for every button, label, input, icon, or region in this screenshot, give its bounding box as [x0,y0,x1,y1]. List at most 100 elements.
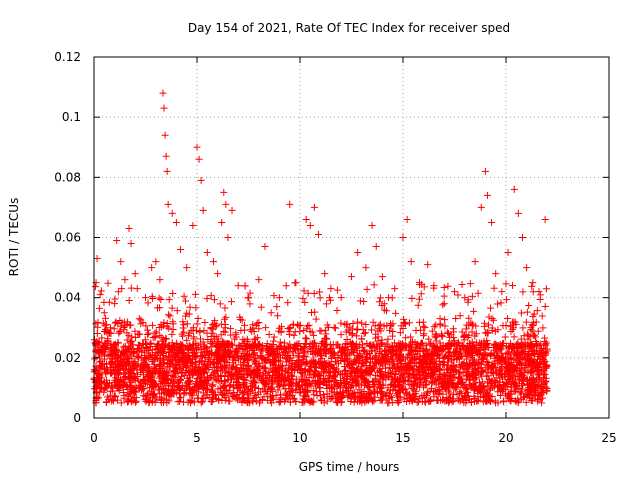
data-point [155,383,163,391]
data-point [487,350,495,358]
data-point [310,203,318,211]
data-point [234,379,242,387]
data-point [222,200,230,208]
data-point [148,264,156,272]
data-point [316,288,324,296]
data-point [316,359,324,367]
data-point [147,351,155,359]
data-point [124,396,132,404]
data-point [456,312,464,320]
data-point [136,378,144,386]
data-point [245,356,253,364]
data-point [320,399,328,407]
data-point [357,381,365,389]
data-point [420,352,428,360]
data-point [221,328,229,336]
data-point [353,318,361,326]
data-point [162,385,170,393]
data-point [529,279,537,287]
data-point [128,337,136,345]
data-point [169,348,177,356]
data-point [323,397,331,405]
data-point [294,353,302,361]
data-point [252,393,260,401]
data-point [145,364,153,372]
data-point [492,399,500,407]
data-point [522,318,530,326]
data-point [178,369,186,377]
data-point [330,323,338,331]
data-point [102,314,110,322]
data-point [339,371,347,379]
data-point [317,374,325,382]
data-point [168,304,176,312]
x-tick-label: 10 [292,431,307,445]
data-point [432,376,440,384]
data-point [437,375,445,383]
data-point [542,285,550,293]
data-point [250,350,258,358]
data-point [95,371,103,379]
data-point [468,344,476,352]
data-point [253,352,261,360]
data-point [388,354,396,362]
data-point [249,398,257,406]
data-point [304,289,312,297]
data-point [337,394,345,402]
data-point [123,336,131,344]
data-point [107,397,115,405]
data-point [240,394,248,402]
data-point [119,382,127,390]
data-point [321,270,329,278]
data-point [406,363,414,371]
data-point [131,384,139,392]
data-point [234,391,242,399]
data-point [517,359,525,367]
data-point [202,377,210,385]
data-point [226,350,234,358]
data-point [448,376,456,384]
data-point [214,359,222,367]
data-point [201,369,209,377]
data-point [484,379,492,387]
data-point [230,363,238,371]
data-point [385,395,393,403]
data-point [179,324,187,332]
data-point [305,366,313,374]
data-point [214,355,222,363]
data-point [344,326,352,334]
data-point [401,370,409,378]
data-point [444,329,452,337]
data-point [99,319,107,327]
data-point [532,387,540,395]
data-point [314,350,322,358]
data-point [163,320,171,328]
data-point [181,297,189,305]
data-point [365,383,373,391]
data-point [341,320,349,328]
data-point [525,302,533,310]
data-point [283,358,291,366]
data-point [399,234,407,241]
data-point [201,382,209,390]
data-point [477,203,485,211]
data-point [359,392,367,400]
data-point [130,374,138,382]
data-point [207,398,215,406]
data-point [311,308,319,316]
data-point [507,328,515,336]
data-point [299,295,307,303]
data-point [510,333,518,341]
data-point [155,294,163,302]
data-point [531,362,539,370]
data-point [268,373,276,381]
data-point [505,355,513,363]
data-point [408,294,416,302]
data-point [422,375,430,383]
data-point [480,319,488,327]
data-point [469,375,477,383]
data-point [367,358,375,366]
data-point [286,200,294,208]
data-point [331,369,339,377]
data-point [216,300,224,308]
